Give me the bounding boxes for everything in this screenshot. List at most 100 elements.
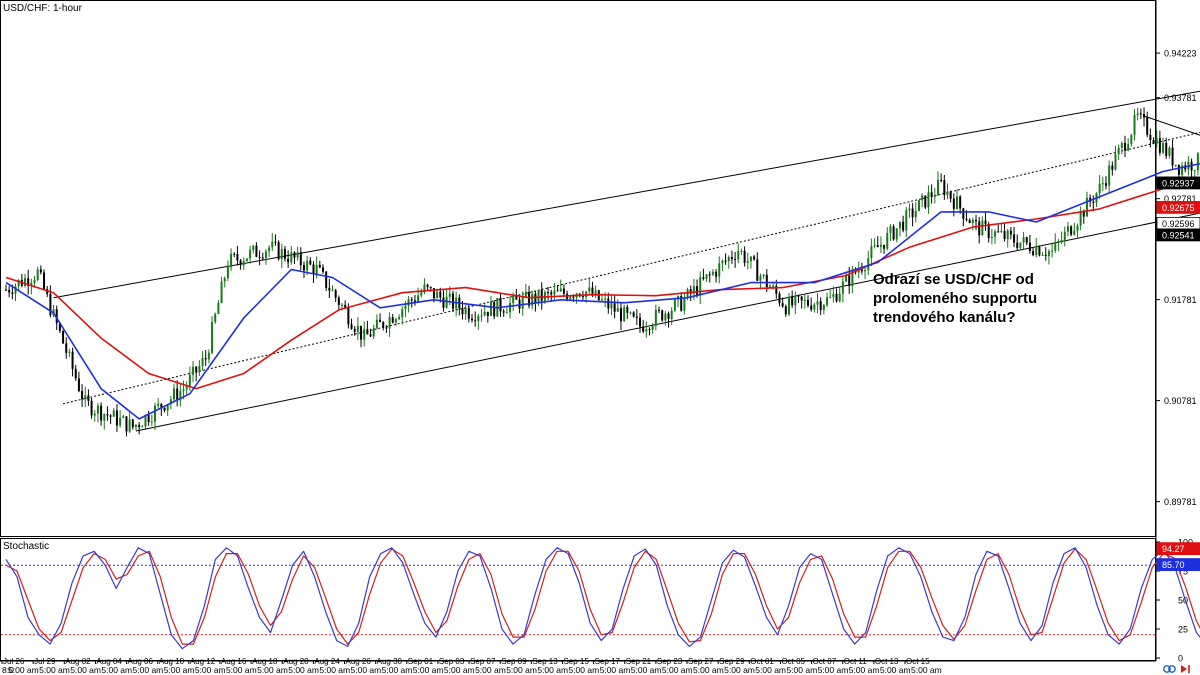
- candle-body: [908, 208, 911, 211]
- candle-body: [1082, 211, 1085, 217]
- candle-body: [607, 298, 610, 309]
- stoch-tag: 94.27: [1162, 544, 1185, 554]
- candle-body: [749, 256, 752, 262]
- candle-body: [322, 267, 324, 272]
- candle-body: [892, 226, 895, 240]
- candle-body: [432, 288, 435, 299]
- candle-body: [756, 259, 759, 281]
- link-icon[interactable]: [1163, 665, 1176, 673]
- candle-body: [841, 281, 844, 294]
- candle-body: [658, 309, 661, 311]
- candle-body: [252, 245, 255, 250]
- candle-body: [477, 316, 480, 322]
- candle-body: [448, 293, 451, 297]
- time-label: 5:00 am: [880, 665, 911, 675]
- candle-body: [956, 196, 958, 209]
- candle-body: [211, 322, 214, 353]
- candle-body: [737, 251, 740, 260]
- candle-body: [1085, 197, 1088, 217]
- candle-body: [879, 244, 882, 248]
- candle-body: [1155, 138, 1158, 144]
- candle-body: [1171, 147, 1174, 166]
- candle-body: [705, 274, 708, 279]
- candle-body: [226, 267, 229, 279]
- date-label: Sep 09: [501, 657, 527, 666]
- candle-body: [163, 407, 166, 411]
- sub-plot-frame: [0, 538, 1156, 661]
- candle-body: [302, 265, 305, 271]
- candle-body: [214, 314, 217, 323]
- candle-body: [176, 388, 179, 401]
- candle-body: [112, 410, 115, 417]
- candle-body: [223, 278, 226, 282]
- candle-body: [629, 312, 632, 314]
- candle-body: [81, 391, 84, 400]
- annotation-line-3: trendového kanálu?: [873, 309, 1016, 326]
- candle-body: [556, 290, 559, 292]
- candle-body: [109, 415, 112, 417]
- candle-body: [100, 405, 103, 421]
- candle-body: [325, 271, 328, 288]
- candle-body: [173, 388, 176, 400]
- time-label: 5:00 am: [631, 665, 662, 675]
- candle-body: [794, 295, 797, 306]
- candle-body: [873, 245, 876, 247]
- candle-body: [407, 299, 410, 306]
- date-label: Aug 30: [377, 657, 403, 666]
- stoch-tag-bg: [1156, 558, 1200, 571]
- candle-body: [559, 288, 562, 292]
- candle-body: [1047, 251, 1050, 256]
- date-label: Aug 02: [65, 657, 91, 666]
- candle-body: [84, 395, 87, 400]
- candle-body: [87, 395, 90, 401]
- candle-body: [185, 385, 188, 390]
- candle-body: [876, 245, 879, 248]
- candle-body: [394, 319, 397, 323]
- price-tag: 0.92675: [1162, 203, 1195, 213]
- candle-body: [1073, 230, 1076, 235]
- scroll-end-icon[interactable]: [1181, 665, 1190, 673]
- candle-body: [540, 289, 543, 301]
- date-label: Oct 15: [906, 657, 930, 666]
- candle-body: [337, 297, 340, 305]
- date-label: Oct 05: [781, 657, 805, 666]
- candle-body: [290, 252, 293, 263]
- time-label: 5:00 am: [413, 665, 444, 675]
- candle-body: [1006, 230, 1009, 240]
- candle-body: [198, 365, 201, 373]
- candle-body: [68, 351, 71, 353]
- candle-body: [410, 299, 413, 301]
- candle-body: [271, 241, 274, 248]
- candle-body: [93, 413, 96, 416]
- candle-body: [813, 304, 816, 310]
- candle-body: [1149, 134, 1152, 141]
- candle-body: [778, 293, 781, 304]
- candle-body: [987, 223, 990, 238]
- candle-body: [344, 304, 347, 308]
- candle-body: [943, 180, 946, 195]
- date-label: Sep 21: [626, 657, 652, 666]
- candle-body: [230, 253, 233, 268]
- price-tag-bg: [1156, 200, 1200, 214]
- candle-body: [188, 374, 191, 386]
- candle-body: [730, 256, 733, 259]
- candle-body: [651, 325, 654, 330]
- candle-body: [369, 334, 372, 337]
- date-label: Aug 26: [346, 657, 372, 666]
- candle-body: [835, 293, 838, 302]
- time-label: 5:00 am: [8, 665, 39, 675]
- candle-body: [886, 232, 889, 249]
- date-label: Aug 16: [221, 657, 247, 666]
- candle-body: [1196, 153, 1199, 171]
- date-label: Aug 04: [96, 657, 122, 666]
- time-first-label: 8:0: [2, 665, 14, 675]
- candle-body: [1177, 164, 1180, 175]
- stoch-d-line: [5, 548, 1200, 645]
- candle-body: [1146, 117, 1149, 135]
- candle-body: [667, 313, 670, 319]
- channel-upper-line: [53, 90, 1200, 299]
- candle-body: [1032, 251, 1035, 255]
- candle-body: [1124, 143, 1127, 151]
- candle-body: [14, 286, 17, 294]
- candle-body: [350, 324, 353, 329]
